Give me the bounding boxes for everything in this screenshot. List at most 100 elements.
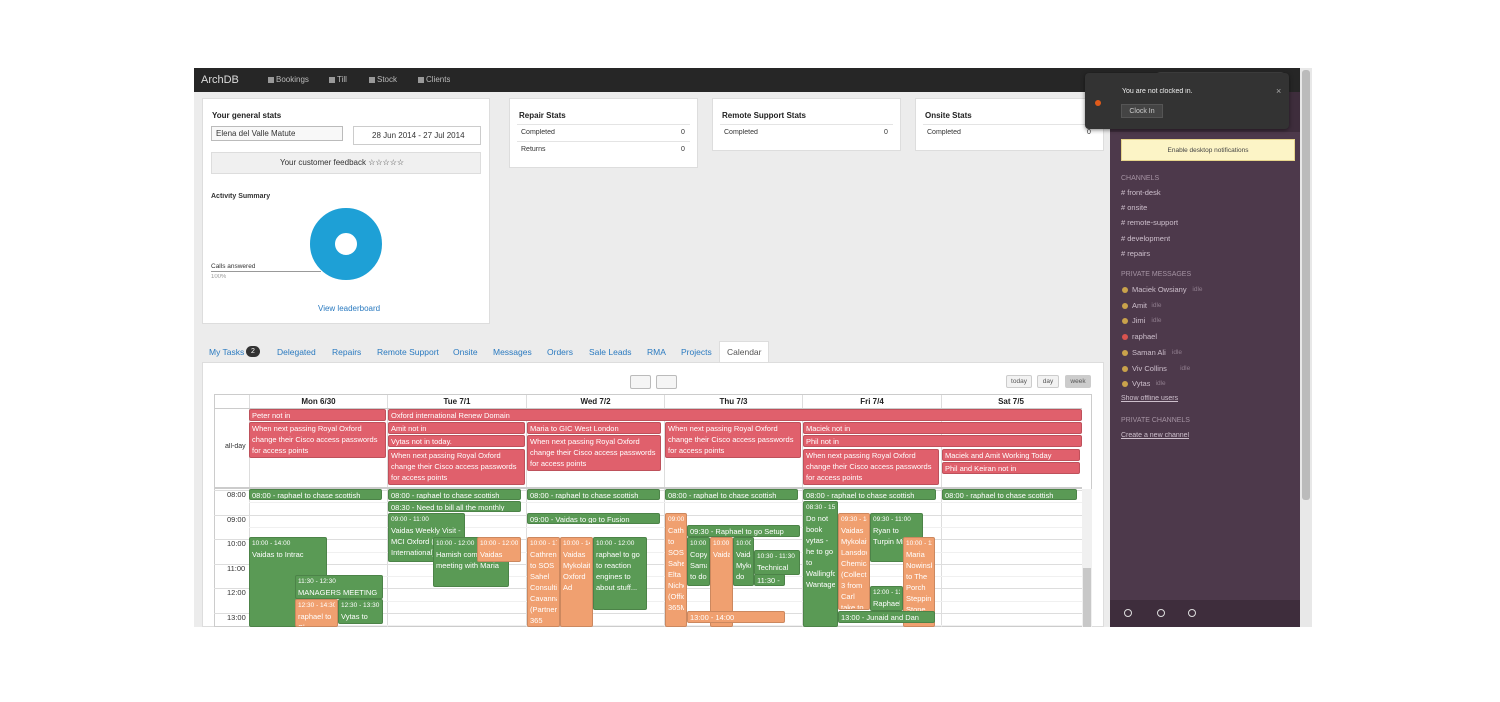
allday-event[interactable]: When next passing Royal Oxford change th… [388, 449, 525, 485]
event[interactable]: 12:30 - 14:30 raphael to Sh [295, 599, 338, 627]
prev[interactable] [630, 375, 651, 389]
enable-box[interactable]: Enable desktop notifications [1121, 139, 1295, 161]
event[interactable]: 08:00 - raphael to chase scottish power … [249, 489, 382, 500]
event-title: 08:00 - raphael to chase scottish power … [530, 491, 639, 500]
allday-event[interactable]: When next passing Royal Oxford change th… [665, 422, 801, 458]
allday-event[interactable]: Peter not in [249, 409, 386, 421]
date-range[interactable]: 28 Jun 2014 - 27 Jul 2014 [372, 131, 465, 140]
allday-event[interactable]: Maciek and Amit Working Today [942, 449, 1080, 461]
link[interactable]: Create a new channel [1121, 432, 1190, 439]
tab[interactable]: Messages [493, 347, 532, 357]
tab[interactable]: My Tasks [209, 347, 245, 357]
event[interactable]: 10:00 - 12:00 Vaidas [477, 537, 521, 562]
pm-name[interactable]: Viv Collins [1132, 363, 1167, 373]
nav-item[interactable]: Clients [426, 75, 451, 84]
next[interactable] [656, 375, 677, 389]
tab[interactable]: Sale Leads [589, 347, 632, 357]
panel-title: Repair Stats [519, 111, 566, 120]
tab[interactable]: Orders [547, 347, 573, 357]
event-time: 11:30 - 12:30 [298, 578, 336, 585]
event[interactable]: 11:30 - 12:30 [754, 574, 785, 586]
footer-icon[interactable] [1157, 609, 1165, 617]
event[interactable]: 11:30 - 12:30 MANAGERS MEETING [295, 575, 383, 599]
event[interactable]: 10:00 - 12:00 Copy Samar to do O [687, 537, 710, 586]
event[interactable]: 08:00 - raphael to chase scottish power … [665, 489, 798, 500]
event-title: Vaidas Mykolaitis Lansdowne Chemicals (C… [841, 526, 867, 610]
channel[interactable]: # remote-support [1121, 218, 1179, 228]
footer-icon[interactable] [1188, 609, 1196, 617]
pm-name[interactable]: Jimi [1132, 316, 1146, 326]
view-btn[interactable]: week [1065, 375, 1091, 388]
event[interactable]: 10:00 - 17:00 Cathren to SOS Sahel Consul… [527, 537, 560, 627]
event-title: Vaidas to Intrac [252, 550, 304, 559]
tab[interactable]: Calendar [727, 347, 762, 357]
allday-event[interactable]: When next passing Royal Oxford change th… [803, 449, 939, 485]
event[interactable]: 10:00 - 12:00 Vaidas Mykol do to Go [733, 537, 754, 586]
col-line [941, 408, 942, 627]
event[interactable]: 13:00 - 14:00 [687, 611, 785, 623]
event[interactable]: 08:00 - raphael to chase scottish power … [803, 489, 936, 500]
allday-event[interactable]: Oxford international Renew Domain [388, 409, 1082, 421]
allday-event[interactable]: Phil not in [803, 435, 1082, 447]
channel[interactable]: # development [1121, 233, 1171, 243]
tab[interactable]: Projects [681, 347, 712, 357]
event[interactable]: 12:30 - 13:30 Vytas to [338, 599, 383, 624]
allday-event[interactable]: When next passing Royal Oxford change th… [249, 422, 386, 458]
row-value: 0 [1087, 129, 1091, 136]
allday-event[interactable]: Vytas not in today. [388, 435, 525, 447]
event-time: 10:00 - 17:00 [530, 540, 557, 547]
select-value[interactable]: Elena del Valle Matute [216, 129, 296, 138]
select[interactable] [211, 126, 343, 141]
clock-btn[interactable]: Clock In [1121, 104, 1163, 118]
event[interactable]: 09:30 - 14:00 Vaidas Mykolaitis Lansdowne… [838, 513, 870, 610]
allday-event[interactable]: Maria to GIC West London [527, 422, 661, 434]
allday-event[interactable]: When next passing Royal Oxford change th… [527, 435, 661, 471]
event[interactable]: 10:00 - 14:00 Vaidas Mykolaitis Oxford Ad [560, 537, 593, 627]
tab[interactable]: RMA [647, 347, 666, 357]
link[interactable]: Show offline users [1121, 395, 1179, 402]
nav-item[interactable]: Till [337, 75, 347, 84]
event[interactable]: 10:00 - 12:00 raphael to go to reaction e… [593, 537, 647, 610]
view-btn[interactable]: today [1006, 375, 1032, 388]
pm-name[interactable]: raphael [1132, 332, 1158, 342]
tab[interactable]: Onsite [453, 347, 478, 357]
channel[interactable]: # front-desk [1121, 188, 1161, 197]
allday-event[interactable]: Phil and Keiran not in [942, 462, 1080, 474]
event[interactable]: 08:00 - raphael to chase scottish power … [388, 489, 521, 500]
close-button[interactable]: × [1276, 86, 1282, 96]
tab[interactable]: Repairs [332, 347, 362, 357]
channel[interactable]: # onsite [1121, 203, 1148, 213]
tab[interactable]: Delegated [277, 347, 316, 357]
allday-event[interactable]: Maciek not in [803, 422, 1082, 434]
channel[interactable]: # repairs [1121, 248, 1151, 258]
pm-name[interactable]: Amit [1132, 300, 1147, 310]
event[interactable]: 09:00 - 17:00 Cathrn to SOS Sahel Elta Ni… [665, 513, 687, 627]
nav-icon [369, 77, 375, 83]
allday-line [214, 487, 1082, 489]
event[interactable]: 08:00 - raphael to chase scottish power … [942, 489, 1077, 500]
event[interactable]: 08:30 - 15:30 Do not book vytas - he to g… [803, 501, 838, 627]
event[interactable]: 08:30 - Need to bill all the monthly sta… [388, 501, 521, 512]
view-btn[interactable]: day [1037, 375, 1059, 388]
presence-dot [1122, 287, 1128, 293]
date-btn[interactable] [353, 126, 481, 145]
event[interactable]: 13:00 - Junaid and Dan [838, 611, 935, 623]
pm-name[interactable]: Vytas [1132, 379, 1151, 389]
time-label: 09:00 [227, 514, 246, 524]
pm-name[interactable]: Maciek Owsiany [1132, 285, 1187, 294]
tab[interactable]: Remote Support [377, 347, 439, 357]
leaderboard-link[interactable]: View leaderboard [318, 304, 381, 313]
nav-item[interactable]: Stock [377, 75, 398, 84]
event[interactable]: 08:00 - raphael to chase scottish power … [527, 489, 660, 500]
footer-icon[interactable] [1124, 609, 1132, 617]
event[interactable]: 09:00 - Vaidas to go to Fusion hairdress… [527, 513, 660, 524]
event[interactable]: 10:30 - 11:30 Technical [754, 550, 800, 575]
event-title: 13:00 - 14:00 [690, 613, 735, 622]
event[interactable]: 10:00 - 17:00 Vaidas [710, 537, 733, 627]
event[interactable]: 12:00 - 13:00 Raphael t [870, 586, 903, 611]
event[interactable]: 09:30 - Raphael to go Setup Geoff Co [687, 525, 800, 537]
allday-event[interactable]: Amit not in [388, 422, 525, 434]
event[interactable]: 10:00 - 12:00 Hamish commi meeting with M… [433, 537, 509, 587]
pm-name[interactable]: Saman Ali [1132, 347, 1166, 357]
nav-item[interactable]: Bookings [276, 75, 309, 84]
